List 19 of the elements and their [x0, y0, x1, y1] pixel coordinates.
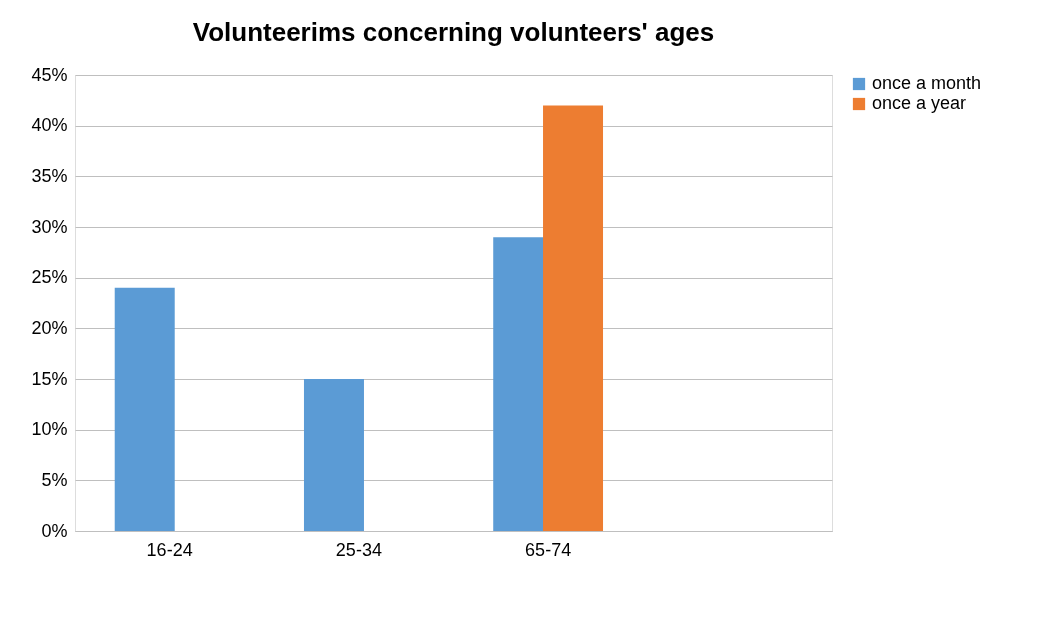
- y-tick-label: 25%: [31, 267, 68, 288]
- y-tick-label: 0%: [41, 520, 68, 541]
- x-tick-label: 65-74: [525, 539, 572, 560]
- chart-title: Volunteerims concerning volunteers' ages: [192, 17, 715, 47]
- y-tick-label: 45%: [31, 64, 68, 85]
- bar: [543, 105, 604, 531]
- bar: [303, 379, 364, 531]
- y-tick-label: 20%: [31, 317, 68, 338]
- y-tick-label: 30%: [31, 216, 68, 237]
- y-tick-label: 15%: [31, 368, 68, 389]
- y-tick-label: 5%: [41, 469, 68, 490]
- y-tick-label: 40%: [31, 115, 68, 136]
- x-tick-label: 25-34: [335, 539, 382, 560]
- legend-label: once a month: [872, 73, 982, 93]
- legend-label: once a year: [872, 93, 967, 113]
- x-tick-label: 16-24: [146, 539, 193, 560]
- y-tick-label: 10%: [31, 419, 68, 440]
- bar: [114, 287, 175, 531]
- y-tick-label: 35%: [31, 165, 68, 186]
